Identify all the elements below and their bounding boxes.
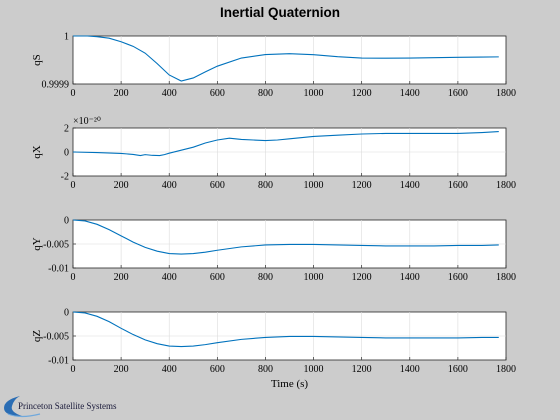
x-tick-label: 600: [210, 364, 225, 375]
x-tick-label: 1800: [496, 180, 516, 191]
plot-area: [72, 35, 507, 85]
x-tick-label: 1400: [400, 364, 420, 375]
x-tick-label: 1800: [496, 88, 516, 99]
x-tick-label: 1000: [304, 272, 324, 283]
x-tick-label: 1400: [400, 88, 420, 99]
axes-4: 0 200 400 600 800 1000 1200 1400 1600 1800 -0.01 -0…: [31, 308, 516, 376]
x-tick-label: 1000: [304, 88, 324, 99]
y-tick-label: -2: [61, 172, 69, 183]
y-tick-label: 0: [64, 216, 69, 227]
x-tick-label: 400: [162, 272, 177, 283]
x-tick-label: 600: [210, 88, 225, 99]
x-tick-label: 1600: [448, 180, 468, 191]
series-line: [72, 131, 499, 157]
x-tick-label: 800: [258, 88, 273, 99]
x-tick-label: 200: [114, 364, 129, 375]
x-tick-label: 400: [162, 180, 177, 191]
x-tick-label: 1600: [448, 364, 468, 375]
axes-2: 0 200 400 600 800 1000 1200 1400 1600 1800-202×10…: [31, 116, 516, 191]
x-tick-label: 400: [162, 88, 177, 99]
x-tick-label: 800: [258, 180, 273, 191]
x-tick-label: 0: [71, 180, 76, 191]
logo: Princeton Satellite Systems: [4, 396, 117, 418]
x-tick-label: 600: [210, 180, 225, 191]
x-tick-label: 1600: [448, 88, 468, 99]
x-tick-label: 1200: [352, 364, 372, 375]
axes-3: 0 200 400 600 800 1000 1200 1400 1600 1800 -0.01 -0…: [31, 216, 516, 284]
axes-container: 0 200 400 600 800 1000 1200 1400 1600 18000.99991…: [31, 32, 516, 376]
figure-title: Inertial Quaternion: [220, 5, 340, 20]
logo-text: Princeton Satellite Systems: [18, 401, 117, 411]
x-tick-label: 0: [71, 364, 76, 375]
y-tick-label: -0.005: [43, 240, 69, 251]
y-tick-label: -0.005: [43, 332, 69, 343]
x-tick-label: 1000: [304, 180, 324, 191]
y-tick-label: -0.01: [48, 264, 69, 275]
y-tick-label: 0.9999: [42, 80, 70, 91]
x-tick-label: 1400: [400, 272, 420, 283]
y-axis-label: qZ: [31, 330, 43, 343]
y-axis-label: qX: [31, 145, 43, 159]
x-tick-label: 1600: [448, 272, 468, 283]
x-tick-label: 0: [71, 272, 76, 283]
logo-swoosh-accent-icon: [7, 413, 41, 418]
x-tick-label: 600: [210, 272, 225, 283]
x-tick-label: 1400: [400, 180, 420, 191]
x-tick-label: 400: [162, 364, 177, 375]
y-axis-label: qY: [31, 237, 43, 251]
y-axis-label: qS: [31, 54, 43, 66]
y-tick-label: 0: [64, 308, 69, 319]
x-axis-label: Time (s): [271, 378, 309, 390]
x-tick-label: 200: [114, 180, 129, 191]
x-tick-label: 200: [114, 272, 129, 283]
axes-1: 0 200 400 600 800 1000 1200 1400 1600 1800 0.9999 1…: [31, 32, 516, 100]
x-tick-label: 1000: [304, 364, 324, 375]
logo-swoosh-icon: [4, 396, 22, 416]
x-tick-label: 200: [114, 88, 129, 99]
series-line: [73, 35, 499, 82]
y-tick-label: 0: [64, 148, 69, 159]
x-tick-label: 1200: [352, 272, 372, 283]
x-tick-label: 1200: [352, 180, 372, 191]
y-tick-label: 1: [64, 32, 69, 43]
x-tick-label: 800: [258, 364, 273, 375]
y-exponent-label: ×10⁻²⁰: [73, 116, 101, 127]
x-tick-label: 1800: [496, 364, 516, 375]
series-line: [72, 311, 499, 348]
series-line: [72, 219, 499, 255]
x-tick-label: 1200: [352, 88, 372, 99]
y-tick-label: -0.01: [48, 356, 69, 367]
x-tick-label: 0: [71, 88, 76, 99]
x-tick-label: 1800: [496, 272, 516, 283]
y-tick-label: 2: [64, 124, 69, 135]
x-tick-label: 800: [258, 272, 273, 283]
